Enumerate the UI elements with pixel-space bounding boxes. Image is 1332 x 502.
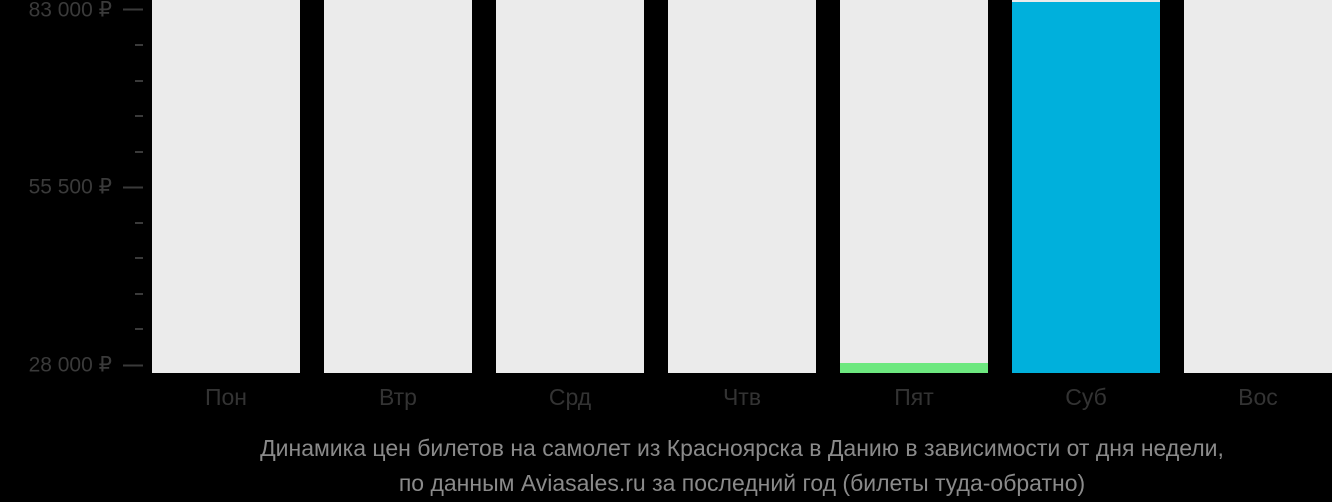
caption-line-1: Динамика цен билетов на самолет из Красн… <box>260 435 1224 461</box>
y-tick-mark <box>135 115 143 118</box>
y-axis-label: 28 000 ₽ <box>28 353 112 377</box>
price-bar-fri <box>840 363 988 373</box>
day-column-fri <box>840 0 988 373</box>
y-tick-mark <box>123 186 143 189</box>
y-tick-major: 28 000 ₽ <box>29 353 143 378</box>
y-tick-mark <box>135 221 143 224</box>
day-column-thu <box>668 0 816 373</box>
day-label-tue: Втр <box>379 384 417 410</box>
day-label-wed: Срд <box>548 384 592 410</box>
y-axis-label: 55 500 ₽ <box>28 175 112 199</box>
day-column-sun <box>1184 0 1332 373</box>
y-axis-label: 83 000 ₽ <box>28 0 112 21</box>
caption-line-2: по данным Aviasales.ru за последний год … <box>398 470 1086 496</box>
y-tick-mark <box>135 257 143 260</box>
chart-caption: Динамика цен билетов на самолет из Красн… <box>152 431 1332 501</box>
y-tick-mark <box>123 364 143 366</box>
y-tick-minor <box>135 257 143 260</box>
y-tick-major: 55 500 ₽ <box>29 175 143 200</box>
plot-area: 83 000 ₽ 55 500 ₽ 28 000 ₽ <box>0 0 1332 377</box>
y-tick-minor <box>135 115 143 118</box>
y-tick-mark <box>123 8 143 11</box>
y-tick-minor <box>135 221 143 224</box>
y-tick-mark <box>135 328 143 331</box>
day-label-sun: Вос <box>1238 384 1278 410</box>
y-tick-minor <box>135 44 143 47</box>
y-tick-mark <box>135 44 143 47</box>
day-label-fri: Пят <box>894 384 934 410</box>
day-column-sat <box>1012 0 1160 373</box>
x-axis-labels: Пон Втр Срд Чтв Пят Суб Вос <box>152 373 1332 411</box>
day-column-tue <box>324 0 472 373</box>
day-column-wed <box>496 0 644 373</box>
day-label-mon: Пон <box>204 384 248 410</box>
y-tick-mark <box>135 79 143 82</box>
y-tick-minor <box>135 150 143 153</box>
day-columns <box>152 0 1332 373</box>
y-tick-minor <box>135 79 143 82</box>
day-label-sat: Суб <box>1065 384 1107 410</box>
y-axis: 83 000 ₽ 55 500 ₽ 28 000 ₽ <box>0 0 152 377</box>
day-column-mon <box>152 0 300 373</box>
y-tick-mark <box>135 150 143 153</box>
day-label-thu: Чтв <box>722 384 762 410</box>
y-tick-minor <box>135 292 143 295</box>
y-tick-minor <box>135 328 143 331</box>
price-bar-sat <box>1012 2 1160 373</box>
y-tick-mark <box>135 292 143 295</box>
y-tick-major: 83 000 ₽ <box>29 0 143 22</box>
